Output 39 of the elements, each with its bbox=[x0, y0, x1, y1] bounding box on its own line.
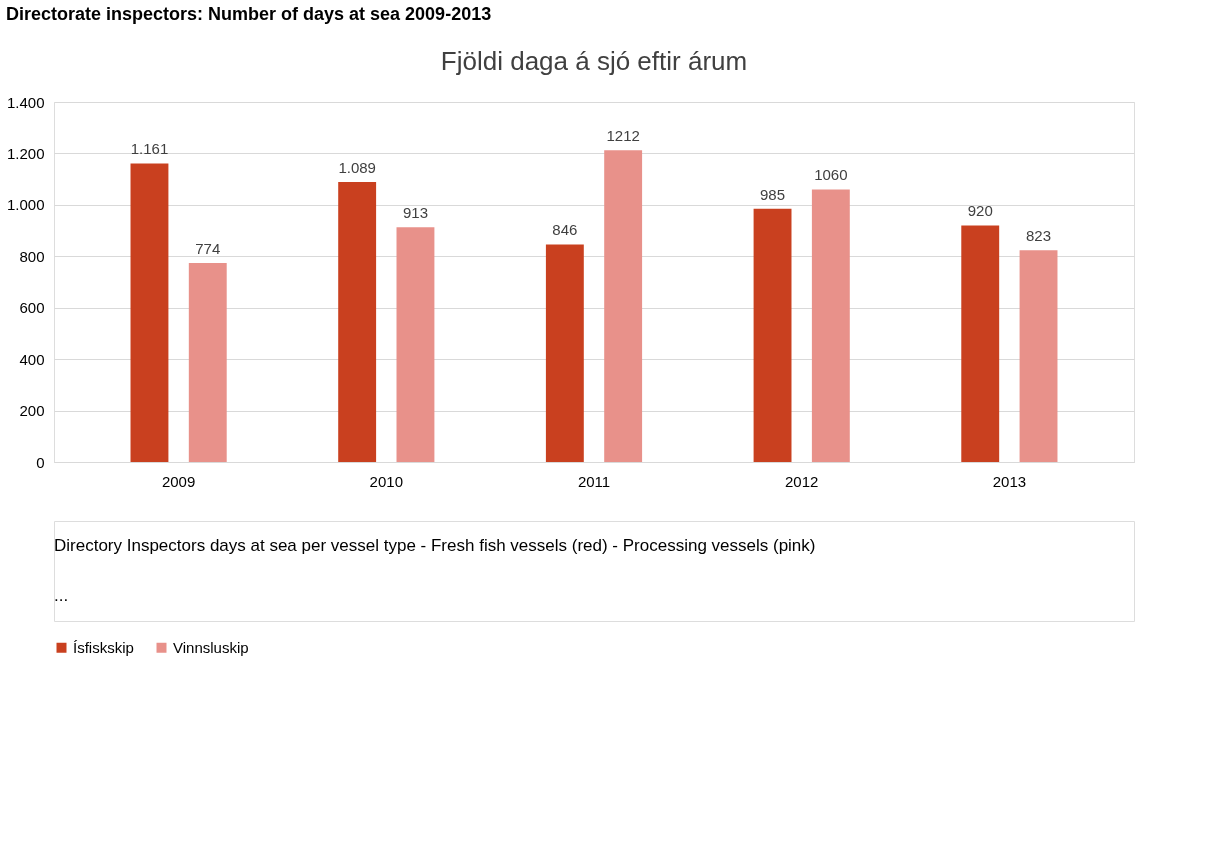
data-label: 823 bbox=[1026, 227, 1052, 245]
bar bbox=[604, 150, 643, 462]
x-tick-label: 2011 bbox=[577, 472, 611, 490]
bar bbox=[1019, 250, 1058, 462]
text: ... bbox=[54, 586, 69, 605]
x-tick-label: 2010 bbox=[369, 472, 403, 490]
x-tick-label: 2012 bbox=[785, 472, 819, 490]
data-label: 1.161 bbox=[130, 140, 169, 158]
x-tick-label: 2013 bbox=[992, 472, 1027, 490]
x-tick-label: 2009 bbox=[161, 472, 196, 490]
data-label: 913 bbox=[402, 204, 428, 222]
data-label: 1212 bbox=[606, 127, 640, 145]
chart-title: Directorate inspectors: Number of days at sea 2009-2013 bbox=[5, 3, 492, 24]
bar bbox=[130, 163, 169, 462]
bar bbox=[545, 244, 584, 462]
data-label: 920 bbox=[967, 202, 993, 220]
bar bbox=[338, 181, 377, 462]
data-label: 985 bbox=[760, 185, 786, 203]
y-tick-label: 1.200 bbox=[6, 144, 45, 162]
y-tick-label: 0 bbox=[36, 453, 45, 471]
bar bbox=[961, 225, 1000, 462]
legend-label: Ísfiskskip bbox=[73, 638, 134, 656]
chart-subtitle: Fjöldi daga á sjó eftir árum bbox=[440, 46, 748, 76]
bar bbox=[396, 227, 435, 462]
bar bbox=[188, 262, 227, 462]
y-tick-label: 600 bbox=[19, 299, 45, 317]
data-label: 1060 bbox=[814, 166, 848, 184]
data-label: 774 bbox=[195, 239, 221, 257]
bar bbox=[753, 208, 792, 462]
y-tick-label: 400 bbox=[19, 350, 45, 368]
data-label: 1.089 bbox=[338, 158, 376, 176]
y-tick-label: 800 bbox=[19, 247, 45, 265]
y-tick-label: 1.000 bbox=[6, 196, 45, 214]
y-tick-label: 200 bbox=[19, 402, 45, 420]
y-tick-label: 1.400 bbox=[6, 93, 45, 111]
data-label: 846 bbox=[552, 221, 578, 239]
text: Directory Inspectors days at sea per vessel type - Fresh fish vessels (red) - Processing vessels (pink) bbox=[54, 536, 816, 555]
bar bbox=[811, 189, 850, 462]
legend-label: Vinnsluskip bbox=[173, 638, 249, 656]
